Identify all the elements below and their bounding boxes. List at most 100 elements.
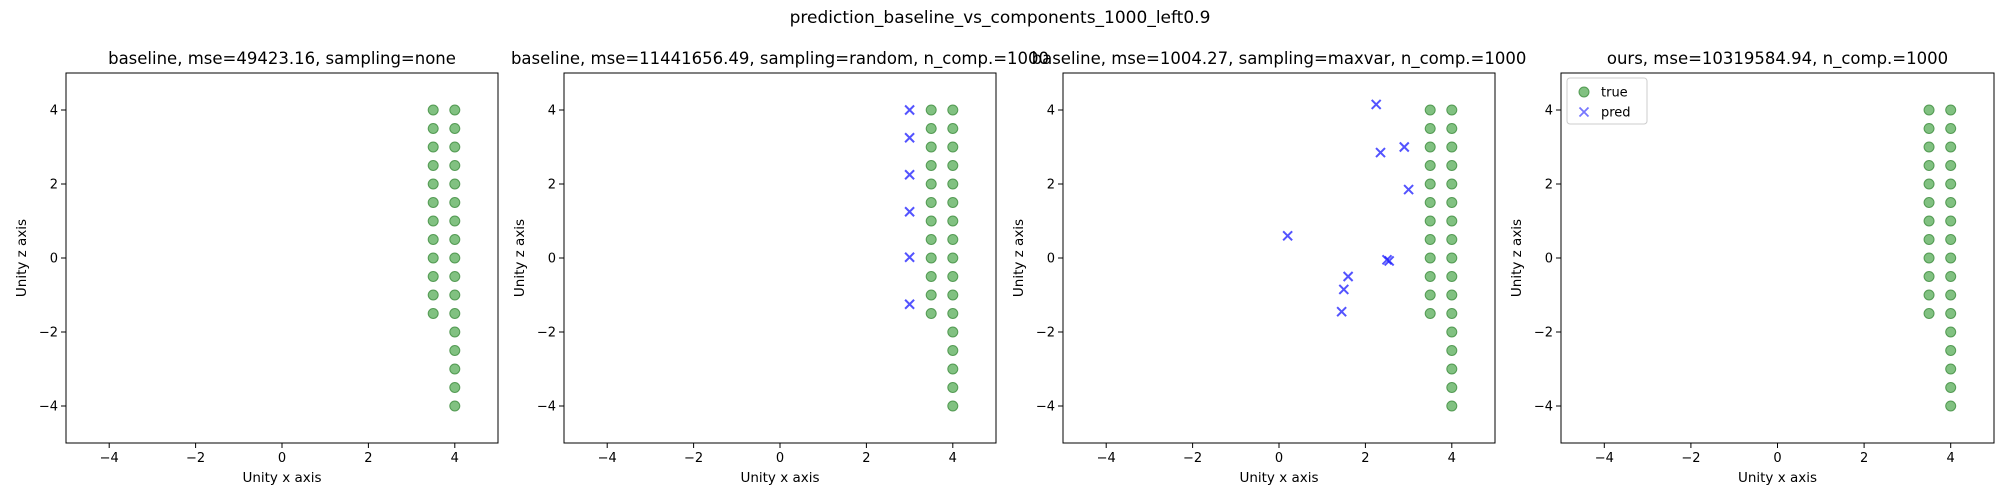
x-tick-label: −4 bbox=[1097, 451, 1116, 466]
true-point bbox=[1945, 197, 1957, 208]
subplot-2: baseline, mse=11441656.49, sampling=rand… bbox=[511, 49, 1049, 486]
y-tick-label: 2 bbox=[1545, 178, 1553, 193]
true-point bbox=[449, 308, 461, 319]
true-point bbox=[1945, 400, 1957, 412]
true-point bbox=[449, 400, 461, 412]
true-point bbox=[1945, 308, 1957, 319]
pred-point bbox=[1383, 255, 1395, 267]
true-point bbox=[1446, 104, 1458, 116]
true-point bbox=[1945, 123, 1957, 134]
pred-point bbox=[1282, 230, 1293, 242]
true-point bbox=[427, 178, 439, 190]
true-point bbox=[1446, 123, 1458, 134]
true-point bbox=[1446, 234, 1458, 245]
true-point bbox=[449, 141, 461, 153]
true-point bbox=[449, 197, 461, 208]
true-point bbox=[947, 289, 959, 301]
true-point bbox=[1923, 215, 1935, 227]
pred-point bbox=[904, 169, 915, 180]
true-point bbox=[1446, 345, 1458, 356]
x-axis-label: Unity x axis bbox=[740, 470, 819, 486]
x-tick-label: −2 bbox=[186, 451, 205, 466]
true-point bbox=[449, 104, 461, 116]
true-point bbox=[449, 123, 461, 134]
y-axis-label: Unity z axis bbox=[1011, 219, 1027, 297]
true-point bbox=[1923, 252, 1935, 264]
pred-point bbox=[904, 299, 915, 310]
true-point bbox=[947, 141, 959, 153]
true-point bbox=[1446, 252, 1458, 264]
true-point bbox=[1923, 289, 1935, 301]
subplot-title: baseline, mse=1004.27, sampling=maxvar, … bbox=[1032, 49, 1527, 69]
pred-point bbox=[1338, 284, 1350, 295]
subplot-4: ours, mse=10319584.94, n_comp.=1000 −4 −4 −… bbox=[1509, 49, 1995, 486]
true-point bbox=[1446, 363, 1458, 375]
true-point bbox=[1424, 215, 1436, 227]
true-point bbox=[1446, 141, 1458, 153]
true-point bbox=[925, 160, 937, 171]
true-point bbox=[1424, 178, 1436, 190]
true-point bbox=[1424, 160, 1436, 171]
true-point bbox=[1424, 123, 1436, 134]
true-point bbox=[1945, 345, 1957, 356]
true-point bbox=[427, 141, 439, 153]
y-tick-label: 4 bbox=[1545, 104, 1553, 119]
true-point bbox=[1424, 289, 1436, 301]
true-point bbox=[1424, 141, 1436, 153]
y-tick-label: −2 bbox=[1534, 326, 1553, 341]
true-point bbox=[1945, 178, 1957, 190]
true-point bbox=[1424, 308, 1436, 319]
y-tick-label: 4 bbox=[50, 104, 58, 119]
y-tick-label: −4 bbox=[537, 400, 556, 415]
subplot-title: baseline, mse=49423.16, sampling=none bbox=[108, 49, 456, 68]
true-point bbox=[427, 160, 439, 171]
true-point bbox=[925, 141, 937, 153]
pred-point bbox=[1375, 147, 1386, 158]
true-point bbox=[427, 234, 439, 245]
true-point bbox=[947, 178, 959, 190]
y-tick-label: −2 bbox=[537, 326, 556, 341]
legend-true-label: true bbox=[1601, 86, 1628, 101]
y-tick-label: 0 bbox=[50, 252, 58, 267]
pred-point bbox=[904, 252, 915, 263]
true-point bbox=[947, 234, 959, 245]
true-point bbox=[449, 289, 461, 301]
true-point bbox=[449, 215, 461, 227]
true-point bbox=[1923, 197, 1935, 208]
true-point bbox=[947, 382, 959, 393]
axes-frame bbox=[1560, 72, 1995, 444]
x-tick-label: 0 bbox=[1773, 451, 1781, 466]
y-tick-label: 2 bbox=[1047, 178, 1055, 193]
true-point bbox=[1945, 326, 1957, 338]
true-point bbox=[947, 400, 959, 412]
true-point bbox=[1923, 308, 1935, 319]
y-tick-label: 4 bbox=[1047, 104, 1055, 119]
true-point bbox=[427, 252, 439, 264]
legend-pred-marker bbox=[1578, 106, 1590, 118]
x-tick-label: 2 bbox=[364, 451, 372, 466]
subplot-title: ours, mse=10319584.94, n_comp.=1000 bbox=[1607, 49, 1948, 69]
true-point bbox=[947, 104, 959, 116]
true-point bbox=[1945, 104, 1957, 116]
y-tick-label: 2 bbox=[50, 178, 58, 193]
y-tick-label: 0 bbox=[548, 252, 556, 267]
true-point bbox=[1446, 308, 1458, 319]
true-point bbox=[427, 123, 439, 134]
true-point bbox=[449, 345, 461, 356]
pred-point bbox=[1403, 184, 1414, 195]
true-point bbox=[1446, 215, 1458, 227]
axes-frame bbox=[65, 72, 499, 444]
x-tick-label: 0 bbox=[776, 451, 784, 466]
x-tick-label: 2 bbox=[862, 451, 870, 466]
true-point bbox=[1446, 178, 1458, 190]
true-point bbox=[449, 363, 461, 375]
true-point bbox=[925, 308, 937, 319]
pred-point bbox=[1370, 99, 1382, 110]
true-point bbox=[427, 104, 439, 116]
true-point bbox=[925, 215, 937, 227]
true-point bbox=[925, 252, 937, 264]
true-point bbox=[449, 234, 461, 245]
true-point bbox=[1446, 271, 1458, 282]
true-point bbox=[947, 215, 959, 227]
